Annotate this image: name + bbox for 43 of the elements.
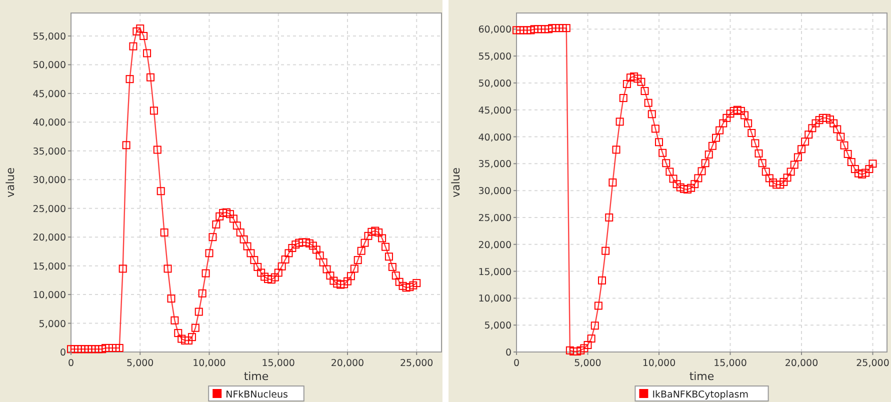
x-tick-label: 15,000 [262,358,295,369]
y-tick-label: 10,000 [32,290,66,302]
y-tick-label: 10,000 [478,294,512,305]
y-tick-label: 20,000 [32,232,66,244]
y-axis-title: value [4,167,17,198]
x-tick-label: 10,000 [642,358,676,369]
y-tick-label: 0 [60,348,66,358]
y-tick-label: 20,000 [478,240,512,251]
x-tick-label: 20,000 [330,358,364,369]
y-tick-label: 40,000 [478,132,512,144]
y-tick-label: 55,000 [478,52,512,63]
y-tick-label: 40,000 [32,118,66,129]
y-tick-label: 50,000 [32,60,66,72]
y-tick-label: 5,000 [484,320,512,332]
y-tick-label: 50,000 [478,78,512,90]
x-tick-label: 25,000 [856,358,890,369]
legend-label: IkBaNFKBCytoplasm [652,390,748,400]
x-tick-label: 15,000 [714,358,747,369]
y-tick-label: 15,000 [478,266,512,278]
x-tick-label: 10,000 [192,358,226,369]
x-axis-title: time [689,370,714,383]
y-tick-label: 60,000 [478,24,512,36]
y-tick-label: 55,000 [32,31,66,42]
y-tick-label: 5,000 [38,318,66,330]
y-tick-label: 0 [505,348,512,358]
legend-label: NFkBNucleus [226,390,288,400]
y-tick-label: 30,000 [478,186,512,198]
y-tick-label: 45,000 [478,105,512,116]
x-tick-label: 5,000 [574,358,602,369]
y-tick-label: 15,000 [32,261,66,272]
x-tick-label: 5,000 [126,358,154,369]
x-axis-title: time [244,370,269,383]
y-tick-label: 25,000 [32,204,66,215]
x-tick-label: 0 [513,358,520,369]
y-tick-label: 30,000 [32,175,66,186]
x-tick-label: 20,000 [784,358,818,369]
y-tick-label: 25,000 [478,212,512,224]
y-tick-label: 35,000 [32,146,66,158]
x-tick-label: 25,000 [400,358,434,369]
y-tick-label: 45,000 [32,88,66,100]
y-tick-label: 35,000 [478,159,512,170]
x-tick-label: 0 [68,358,74,369]
y-axis-title: value [450,167,462,198]
